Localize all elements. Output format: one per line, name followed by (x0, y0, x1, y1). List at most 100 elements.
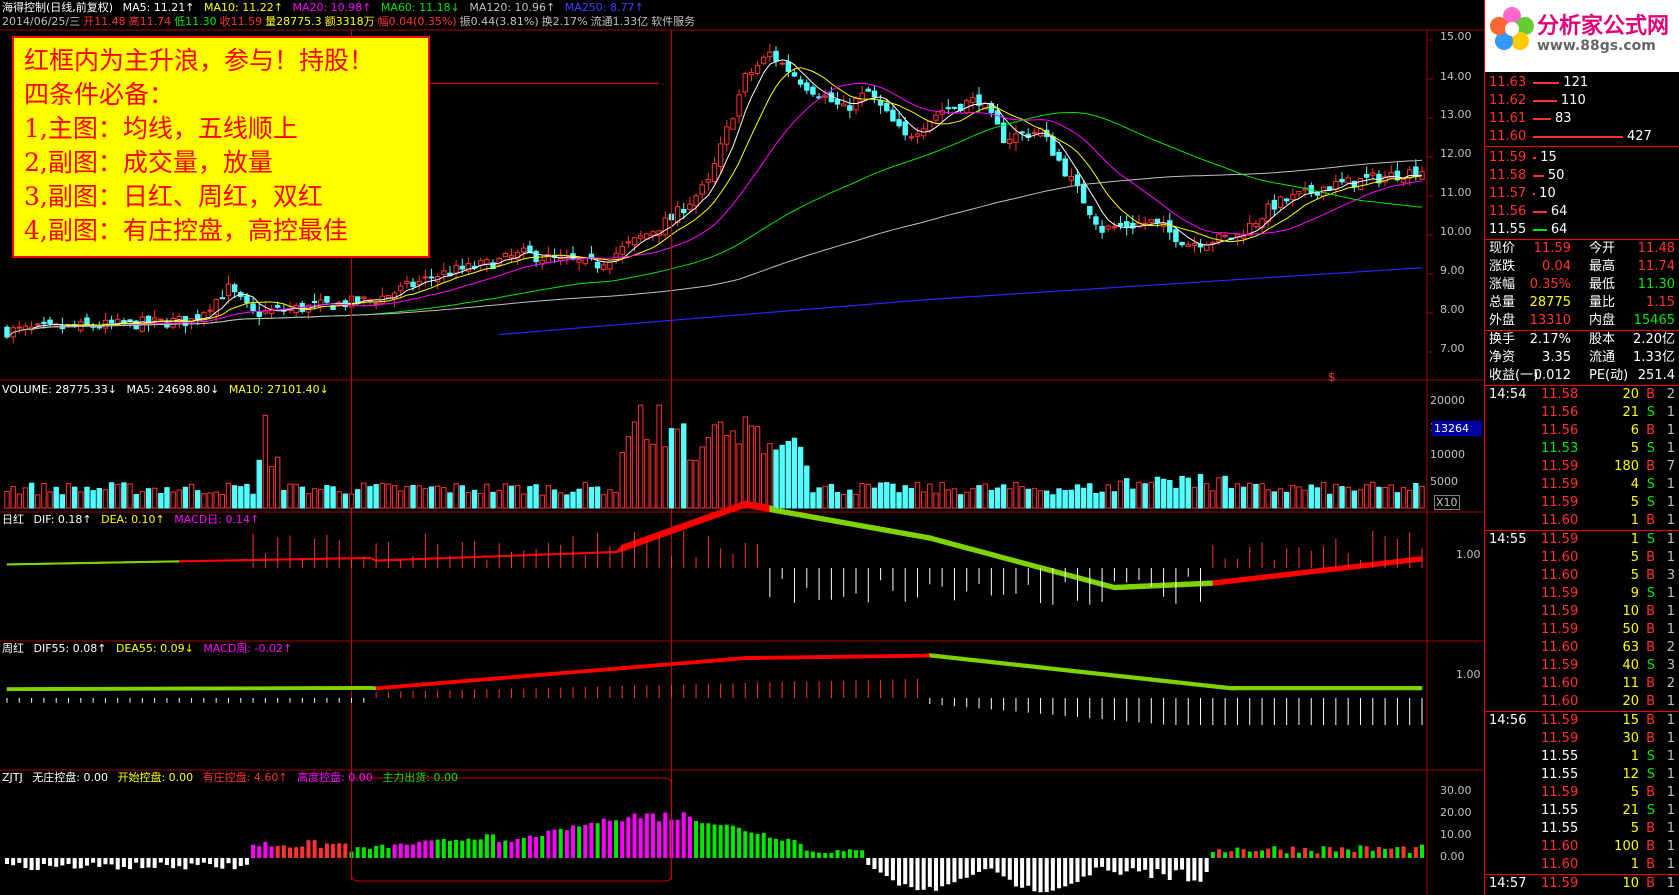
volume-bar (256, 459, 262, 509)
weekly-macd-band (1274, 685, 1281, 691)
zjtj-bar (583, 824, 588, 858)
daily-macd-band (105, 561, 112, 564)
candle-body (1290, 193, 1296, 201)
ma10-line (6, 67, 1423, 338)
weekly-macd-band (12, 687, 20, 692)
ma250-value: MA250: 8.77↑ (564, 1, 644, 14)
chart-area[interactable]: 海得控制(日线,前复权) MA5: 11.21↑ MA10: 11.22↑ MA… (0, 0, 1484, 895)
volume-bar (471, 489, 478, 509)
bid-volume: 10 (1539, 186, 1556, 201)
daily-macd-band (818, 515, 826, 523)
quote-high: 高11.74 (128, 15, 172, 28)
trade-side: S (1646, 532, 1655, 547)
zjtj-bar (48, 858, 53, 866)
weekly-macd-band (849, 654, 857, 659)
daily-macd-band (1267, 573, 1275, 580)
ask-row: 11.62 110 (1485, 92, 1679, 110)
trade-volume: 5 (1630, 495, 1639, 510)
bid-volume: 64 (1550, 222, 1568, 237)
trade-count: 1 (1666, 857, 1675, 872)
trade-ticker[interactable]: 14:54 11.58 20 B 2 11.56 21 S 1 11.56 6 B 1 11.53 5 S 1 1… (1485, 385, 1679, 893)
weekly-dif: DIF55: 0.08↑ (33, 642, 107, 655)
ask-volume: 121 (1563, 75, 1589, 90)
weekly-macd-band (837, 654, 844, 659)
volume-bar (1265, 489, 1271, 509)
candle-body (1296, 190, 1302, 195)
volume-bar (945, 489, 951, 509)
stat-value: 0.012 (1533, 368, 1571, 383)
zjtj-bar (927, 858, 932, 887)
zjtj-bar (1413, 847, 1418, 858)
volume-bar (674, 428, 681, 509)
trade-price: 11.53 (1541, 441, 1579, 456)
stat-label: 股本 (1589, 332, 1616, 347)
weekly-macd-band (1255, 685, 1263, 691)
daily-macd-band (560, 552, 568, 556)
daily-macd-band (462, 556, 469, 559)
zjtj-bar (1198, 858, 1203, 882)
candle-body (1142, 222, 1148, 225)
volume-bar (207, 492, 213, 509)
weekly-macd-band (517, 674, 525, 679)
note-line: 4,副图：有庄控盘，高控最佳 (24, 216, 348, 245)
daily-macd-band (302, 557, 309, 561)
trade-price: 11.60 (1541, 839, 1579, 854)
daily-macd-band (763, 503, 771, 513)
daily-dea: DEA: 0.10↑ (101, 513, 165, 526)
trade-price: 11.59 (1541, 622, 1579, 637)
daily-macd-band (86, 561, 94, 565)
weekly-macd-band (818, 655, 826, 660)
daily-macd-band (548, 553, 555, 556)
volume-bar (281, 490, 287, 509)
volume-bar (490, 491, 496, 509)
zjtj-bar (1057, 858, 1062, 889)
daily-macd-band (1390, 558, 1398, 566)
candle-body (256, 311, 262, 317)
daily-macd-band (412, 557, 420, 561)
trade-price: 11.55 (1541, 749, 1579, 764)
daily-macd-band (837, 518, 844, 526)
volume-bar (1050, 494, 1056, 509)
daily-macd-band (1163, 582, 1171, 589)
weekly-macd-band (763, 655, 771, 660)
zjtj-bar (294, 847, 299, 858)
weekly-macd-band (363, 685, 371, 690)
zjtj-bar (1241, 849, 1246, 858)
daily-macd-band (788, 509, 795, 517)
volume-bar (1087, 483, 1093, 509)
weekly-macd-band (1009, 661, 1017, 667)
daily-macd-band (449, 556, 457, 560)
candle-body (1277, 196, 1284, 208)
ma5-value: MA5: 11.21↑ (122, 1, 195, 14)
daily-macd-band (498, 554, 506, 558)
quote-line: 2014/06/25/三 开11.48 高11.74 低11.30 收11.59 量287… (2, 15, 701, 29)
daily-macd-band (222, 559, 229, 562)
trade-volume: 100 (1614, 839, 1639, 854)
logo-url[interactable]: www.88gs.com (1537, 38, 1656, 54)
volume-bar (1007, 488, 1013, 509)
volume-bar (1302, 489, 1308, 509)
zjtj-bar (404, 844, 409, 858)
zjtj-bar (577, 826, 582, 858)
volume-bar (779, 444, 785, 509)
volume-bar (1296, 486, 1302, 509)
stat-value: 2.17% (1529, 332, 1571, 347)
daily-macd-band (868, 524, 875, 531)
candle-body (607, 261, 613, 270)
ask-volume: 110 (1560, 93, 1586, 108)
daily-macd-band (99, 561, 106, 564)
daily-macd-band (1028, 561, 1035, 569)
flower-logo-icon (1490, 7, 1534, 50)
weekly-macd-band (800, 655, 808, 660)
zjtj-bar (712, 824, 717, 858)
candle-body (896, 119, 902, 127)
weekly-macd-band (375, 685, 383, 691)
stat-label: 涨幅 (1489, 277, 1516, 292)
chart-svg[interactable] (0, 0, 1484, 895)
weekly-macd-band (658, 662, 666, 668)
volume-bar (133, 493, 139, 509)
candle-body (631, 237, 638, 246)
zjtj-bar (878, 858, 883, 873)
daily-macd-band (369, 556, 377, 562)
trade-row: 11.60 63 B 2 (1485, 639, 1679, 657)
